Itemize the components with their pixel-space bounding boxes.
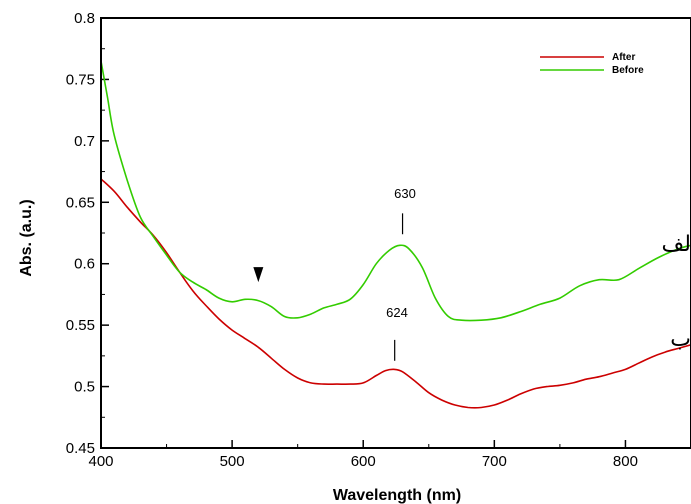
annotation-layer [253, 213, 404, 361]
x-tick-label: 600 [351, 453, 376, 470]
y-tick-label: 0.5 [74, 379, 95, 396]
y-axis-title: Abs. (a.u.) [18, 199, 35, 276]
annotation-624: 624 [386, 305, 408, 320]
series-layer [100, 60, 691, 409]
series-line-before [100, 60, 691, 322]
side-label-before: ﻟﻒ [662, 232, 691, 257]
x-axis-title: Wavelength (nm) [333, 487, 461, 504]
x-tick-label: 400 [88, 453, 113, 470]
series-line-after [100, 178, 691, 409]
legend: After Before [540, 52, 644, 76]
annotation-630: 630 [394, 186, 416, 201]
legend-label-after: After [612, 52, 635, 63]
arrow-marker [253, 267, 264, 283]
y-tick-label: 0.6 [74, 256, 95, 273]
y-tick-label: 0.45 [66, 440, 95, 457]
x-tick-label: 700 [482, 453, 507, 470]
y-tick-label: 0.55 [66, 317, 95, 334]
x-tick-label: 800 [613, 453, 638, 470]
plot-frame [100, 17, 691, 449]
y-tick-label: 0.65 [66, 194, 95, 211]
side-label-after: ب [670, 327, 691, 352]
y-tick-label: 0.7 [74, 133, 95, 150]
y-tick-label: 0.75 [66, 71, 95, 88]
y-tick-label: 0.8 [74, 10, 95, 27]
x-tick-label: 500 [220, 453, 245, 470]
ticks-layer: 400 500 600 700 800 0.45 0.5 0.55 0.6 0.65 0.7 0.75… [66, 10, 691, 470]
legend-label-before: Before [612, 65, 644, 76]
